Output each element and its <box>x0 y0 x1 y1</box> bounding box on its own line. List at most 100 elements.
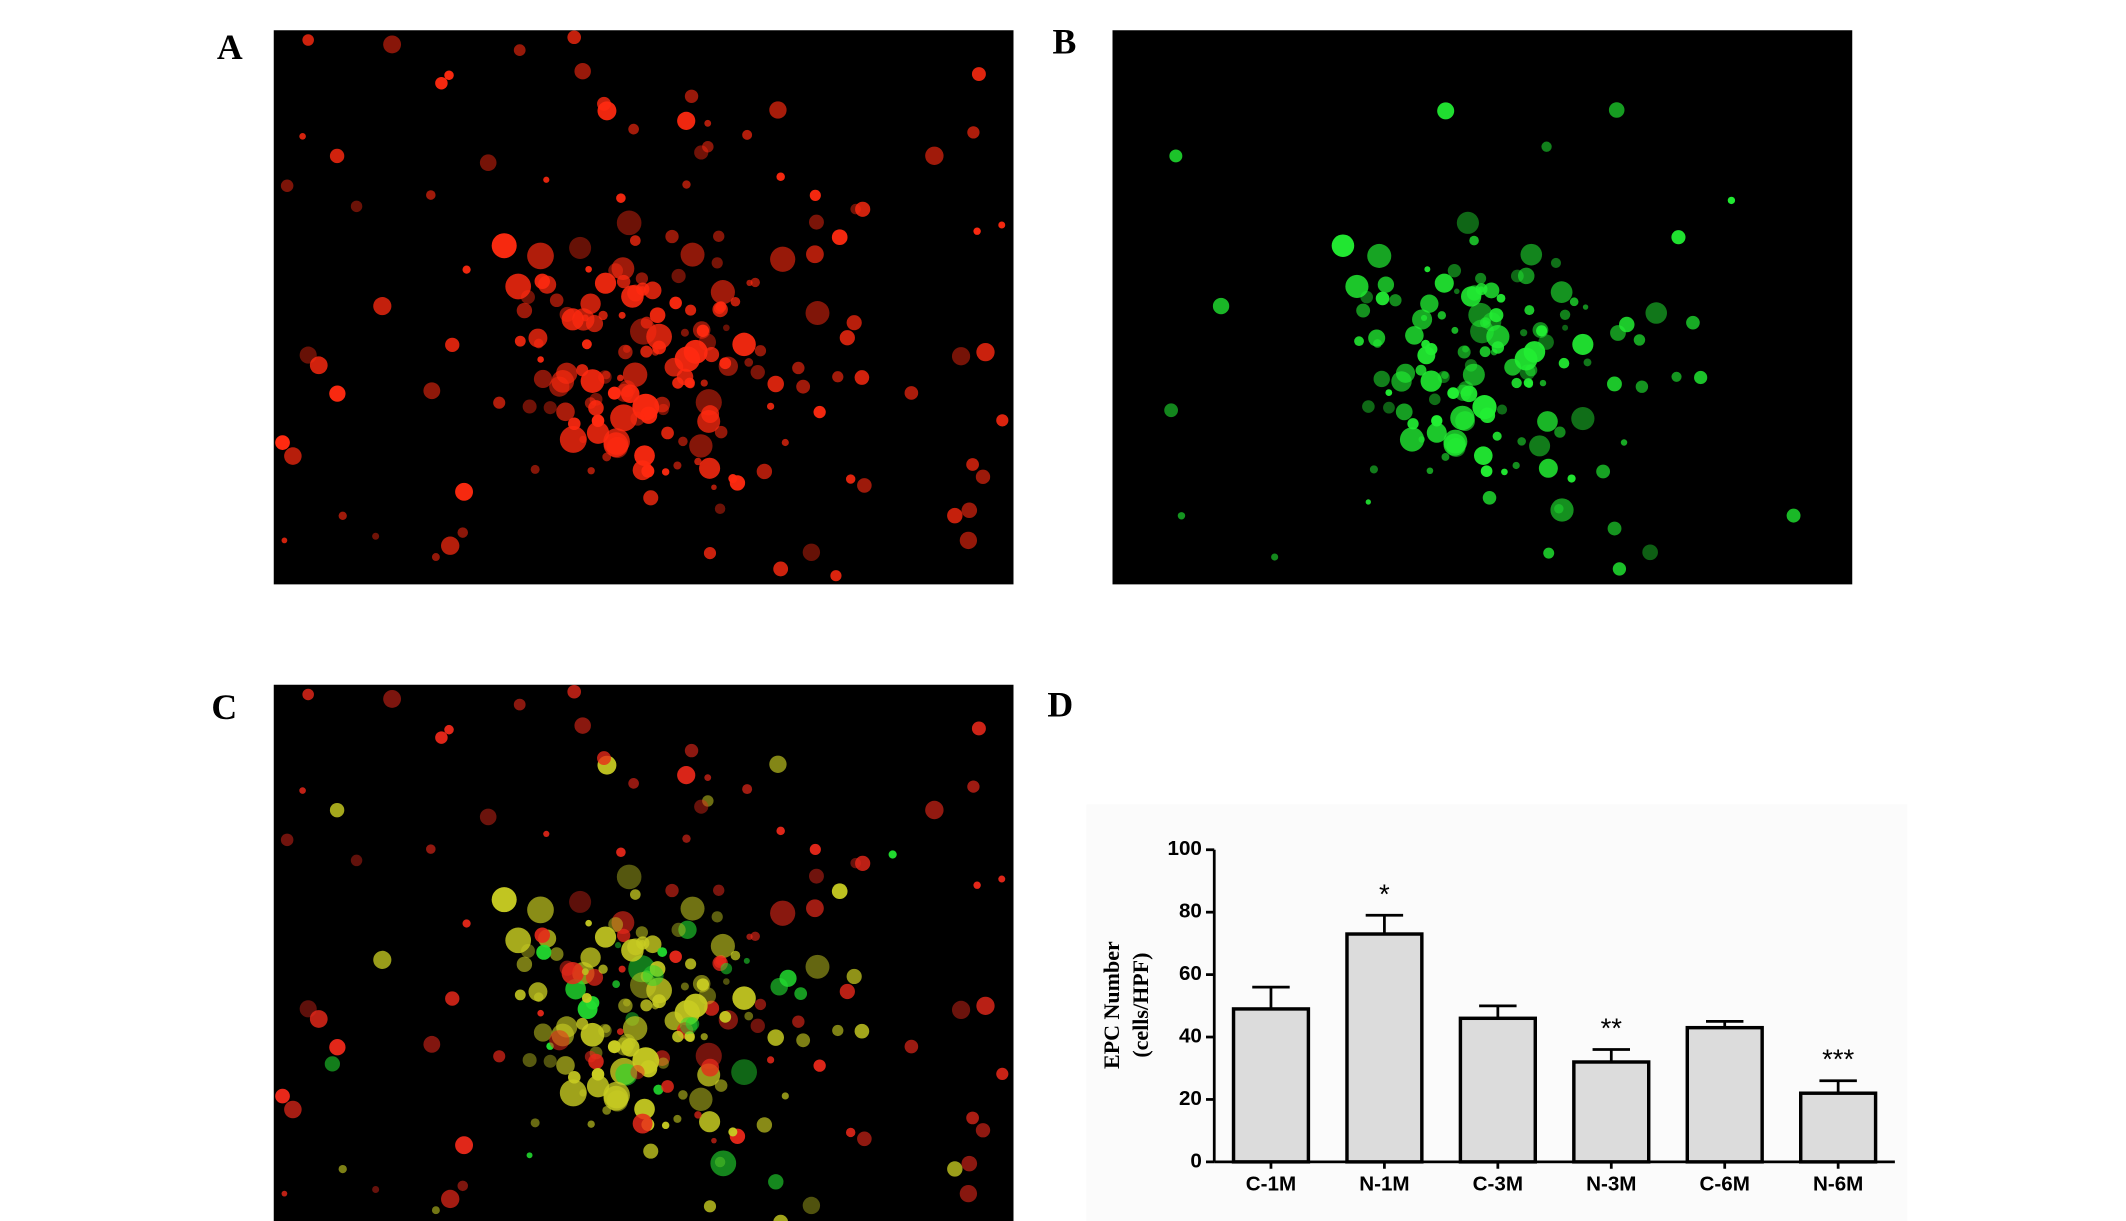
cell <box>1420 314 1428 322</box>
cell <box>455 1136 474 1155</box>
cell <box>581 339 592 350</box>
cell <box>699 1111 721 1133</box>
cell <box>967 780 980 793</box>
cell <box>543 176 550 183</box>
cell <box>680 242 705 267</box>
cell <box>281 1190 288 1197</box>
cell <box>621 939 644 962</box>
cell <box>710 280 735 305</box>
cell <box>1558 357 1570 369</box>
cell <box>527 242 554 270</box>
cell <box>711 911 723 923</box>
cell <box>776 172 785 182</box>
cell <box>652 340 666 355</box>
cell <box>527 896 554 924</box>
cell <box>281 537 288 544</box>
cell <box>543 830 550 837</box>
cell <box>809 214 824 230</box>
cell <box>299 133 306 140</box>
cell <box>576 364 589 377</box>
cell <box>632 1047 660 1075</box>
cell <box>591 414 605 428</box>
cell <box>710 1150 737 1177</box>
cell <box>284 447 302 465</box>
cell <box>756 1117 773 1133</box>
cell <box>857 478 872 493</box>
cell <box>643 1143 659 1159</box>
cell <box>1671 371 1682 382</box>
cell <box>1421 339 1431 349</box>
cell <box>1426 467 1434 475</box>
cell <box>976 996 995 1015</box>
cell <box>479 808 497 826</box>
micrograph-red <box>273 30 1014 585</box>
cell <box>505 273 532 300</box>
cell <box>1375 291 1390 306</box>
bar <box>1458 1016 1537 1164</box>
y-tick-label: 20 <box>1179 1087 1202 1110</box>
cell <box>1428 393 1441 406</box>
cell <box>845 1127 856 1138</box>
cell <box>743 957 750 964</box>
cell <box>577 999 598 1019</box>
cell <box>665 883 679 898</box>
cell <box>1441 452 1450 461</box>
bar <box>1231 1007 1311 1164</box>
cell <box>813 405 826 419</box>
cell <box>1569 297 1579 307</box>
cell <box>1671 230 1686 245</box>
cell <box>682 180 691 189</box>
cell <box>632 460 653 481</box>
cell <box>587 467 595 475</box>
cell <box>967 126 980 139</box>
cell <box>973 881 981 889</box>
cell <box>684 743 699 758</box>
cell <box>1524 305 1535 316</box>
cell <box>686 379 695 389</box>
cell <box>491 233 517 259</box>
cell <box>632 1113 653 1134</box>
cell <box>1582 304 1589 310</box>
cell <box>556 1056 575 1075</box>
cell <box>608 263 624 279</box>
cell <box>756 463 773 480</box>
cell <box>1331 234 1355 257</box>
cell <box>534 927 551 943</box>
cell <box>373 296 392 316</box>
cell <box>1520 243 1543 266</box>
cell <box>975 1123 991 1138</box>
cell <box>567 1070 581 1084</box>
cell <box>630 318 657 345</box>
cell <box>528 982 548 1002</box>
cell <box>1367 243 1392 268</box>
cell <box>640 345 653 358</box>
cell <box>1520 329 1528 337</box>
cell <box>431 553 440 561</box>
cell <box>350 200 363 213</box>
cell <box>714 503 726 514</box>
cell <box>754 345 767 357</box>
cell <box>513 44 526 56</box>
cell <box>661 468 670 476</box>
cell <box>1537 411 1558 432</box>
cell <box>1420 370 1442 392</box>
cell <box>514 989 526 1001</box>
cell <box>612 980 620 988</box>
cell <box>720 962 733 975</box>
cell <box>275 435 290 450</box>
cell <box>951 347 971 366</box>
cell <box>549 947 564 961</box>
cell <box>855 855 871 871</box>
cell <box>1686 315 1700 330</box>
cell <box>569 236 592 259</box>
cell <box>493 1050 506 1063</box>
cell <box>1496 404 1508 415</box>
cell <box>635 272 649 285</box>
cell <box>781 438 789 447</box>
cell <box>585 315 604 333</box>
cell <box>445 337 460 353</box>
panel-label: B <box>1052 22 1076 62</box>
cell <box>713 303 725 315</box>
cell <box>1441 371 1449 379</box>
cell <box>462 919 471 928</box>
